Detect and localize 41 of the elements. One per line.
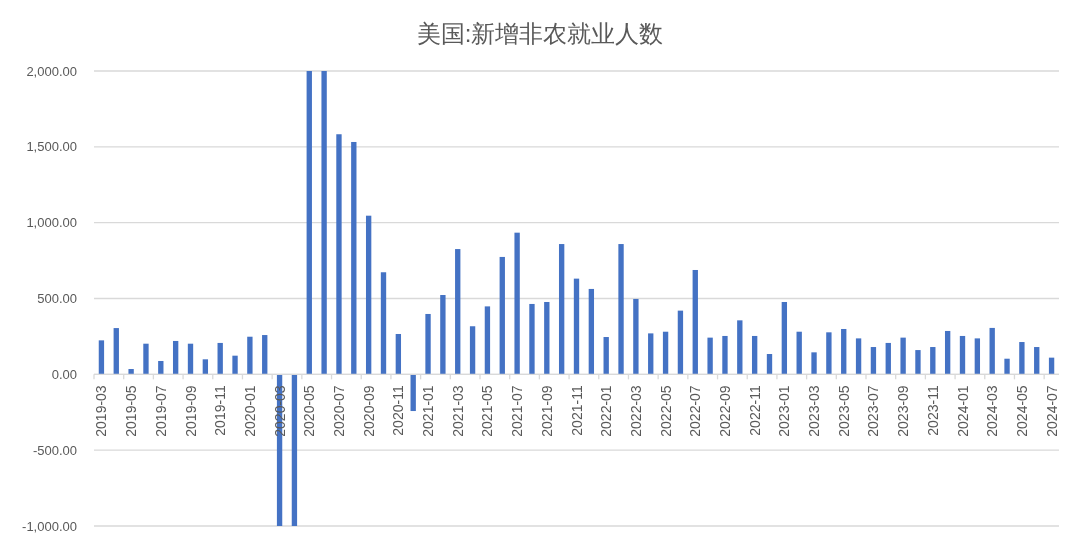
x-tick-label: 2024-01 [954,385,971,437]
x-tick-label: 2019-03 [93,385,110,437]
x-tick-label: 2024-07 [1043,385,1060,437]
x-tick-label: 2021-03 [449,385,466,437]
x-tick-label: 2021-01 [420,385,437,437]
x-tick-label: 2021-09 [538,385,555,437]
y-tick-label: 500.00 [37,291,77,306]
x-tick-label: 2022-11 [746,385,763,436]
x-tick-label: 2020-11 [390,385,407,436]
y-tick-label: 0.00 [51,366,77,382]
title: 美国:新增非农就业人数 [416,20,664,47]
y-tick-label: 2,000.00 [26,63,77,79]
x-tick-label: 2022-01 [598,385,615,437]
x-tick-label: 2020-05 [301,385,318,437]
x-tick-label: 2024-05 [1013,385,1030,437]
x-tick-label: 2019-05 [123,385,140,437]
x-tick-label: 2020-09 [360,385,377,437]
x-tick-label: 2021-05 [479,385,496,437]
x-tick-label: 2019-09 [182,385,199,437]
x-tick-label: 2023-07 [865,385,882,437]
x-tick-label: 2022-03 [627,385,644,437]
x-tick-label: 2020-03 [271,385,288,437]
x-tick-label: 2021-11 [568,385,585,436]
x-tick-label: 2019-11 [212,385,229,436]
x-tick-label: 2024-03 [984,385,1001,437]
x-tick-label: 2019-07 [152,385,169,437]
y-tick-label: 1,500.00 [26,139,77,155]
x-tick-label: 2022-05 [657,385,674,437]
x-tick-label: 2022-09 [716,385,733,437]
x-tick-label: 2022-07 [687,385,704,437]
x-tick-label: 2023-05 [835,385,852,437]
y-tick-label: -500.00 [32,442,77,458]
x-tick-label: 2020-07 [330,385,347,437]
x-tick-label: 2020-01 [241,385,258,437]
x-tick-label: 2021-07 [509,385,526,437]
x-tick-label: 2023-01 [776,385,793,437]
y-tick-label: 1,000.00 [26,215,77,231]
x-tick-label: 2023-09 [895,385,912,437]
x-tick-label: 2023-03 [806,385,823,437]
x-tick-label: 2023-11 [924,385,941,436]
y-tick-label: -1,000.00 [22,518,77,534]
